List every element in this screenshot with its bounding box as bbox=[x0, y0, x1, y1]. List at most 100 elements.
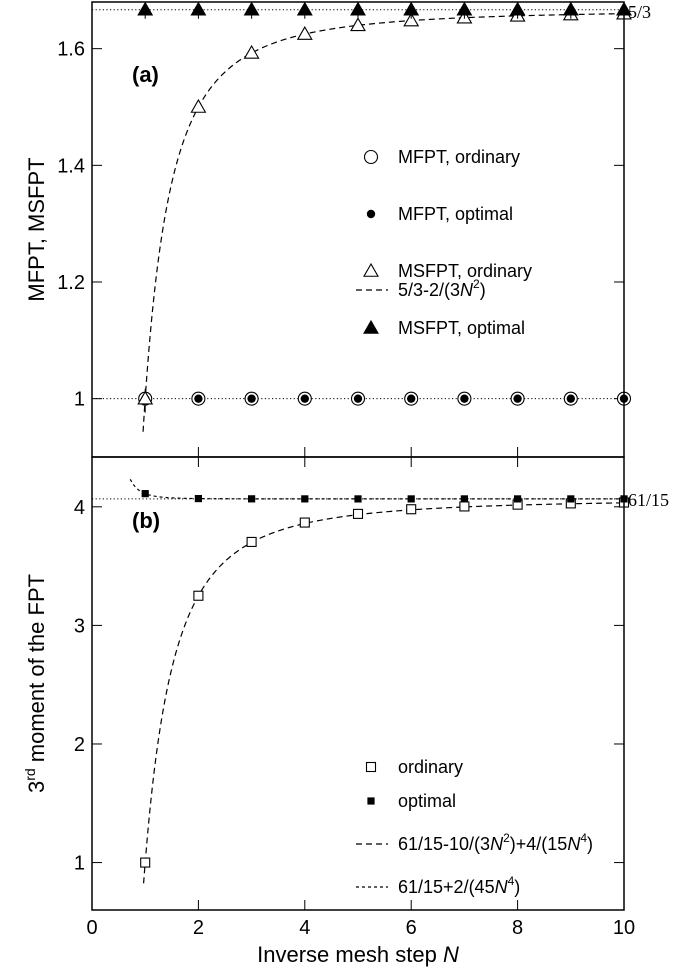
panel-b-point-filled-square bbox=[354, 495, 362, 503]
x-label-variable: N bbox=[443, 942, 459, 967]
panel-a-point-filled-triangle bbox=[403, 1, 420, 16]
panel-a-label: (a) bbox=[132, 62, 159, 87]
y-label-superscript: rd bbox=[22, 768, 38, 780]
panel-a-point-filled-triangle bbox=[350, 1, 366, 16]
legend-b-c2-tail: ) bbox=[514, 877, 520, 897]
panel-a-point-filled-triangle bbox=[296, 1, 313, 16]
panel-b: 1 2 3 4 0 2 4 6 8 10 61/15 (b) 3rd moment of the FPT… bbox=[22, 457, 669, 967]
panel-a-point-open-triangle bbox=[403, 12, 420, 27]
panel-b-point-open-square bbox=[459, 501, 470, 512]
panel-a-ytick-label: 1.6 bbox=[57, 39, 85, 61]
legend-b-c2-sup: 4 bbox=[508, 874, 515, 888]
panel-a-point-filled-circle bbox=[300, 394, 309, 403]
legend-b-c1-mid: )+4/(15 bbox=[510, 834, 568, 854]
legend-a-open-triangle-symbol bbox=[363, 262, 379, 277]
x-tick-label: 6 bbox=[406, 917, 417, 939]
x-tick-label: 8 bbox=[512, 917, 523, 939]
legend-a-curve-tail: ) bbox=[480, 280, 486, 300]
panel-a-point-filled-circle bbox=[513, 394, 522, 403]
legend-b-filled-square-symbol bbox=[367, 797, 375, 805]
legend-a-open-circle-symbol bbox=[363, 149, 379, 165]
panel-b-ytick-label: 1 bbox=[74, 853, 85, 875]
legend-a-curve-text: 5/3-2/(3N2) bbox=[398, 277, 486, 300]
panel-a-point-filled-circle bbox=[566, 394, 575, 403]
panel-a-ytick-label: 1.2 bbox=[57, 272, 85, 294]
panel-b-point-open-square bbox=[406, 504, 417, 515]
legend-a-curve-sup: 2 bbox=[473, 277, 480, 291]
y-label-number: 3 bbox=[24, 781, 49, 793]
legend-a-filled-triangle-text: MSFPT, optimal bbox=[398, 318, 525, 338]
panel-b-point-filled-square bbox=[141, 490, 149, 498]
panel-b-point-filled-square bbox=[301, 495, 309, 503]
panel-b-point-open-square bbox=[246, 536, 257, 547]
panel-a-reference-label: 5/3 bbox=[628, 2, 651, 22]
panel-a-point-filled-triangle bbox=[562, 1, 579, 16]
legend-a-filled-circle-text: MFPT, optimal bbox=[398, 204, 513, 224]
panel-b-point-filled-square bbox=[407, 495, 415, 503]
panel-b-ytick-label: 2 bbox=[74, 734, 85, 756]
legend-b-c1-var2: N bbox=[567, 834, 581, 854]
legend-b-curve-ordinary-text: 61/15-10/(3N2)+4/(15N4) bbox=[398, 831, 593, 854]
panel-a-point-open-triangle bbox=[137, 390, 154, 405]
legend-b-c1-sup2: 4 bbox=[580, 831, 587, 845]
x-label-text: Inverse mesh step bbox=[257, 942, 443, 967]
legend-a-curve-var: N bbox=[460, 280, 474, 300]
legend-b-c2-main: 61/15+2/(45 bbox=[398, 877, 495, 897]
legend-a-curve-main: 5/3-2/(3 bbox=[398, 280, 460, 300]
panel-a-point-open-triangle bbox=[243, 44, 260, 59]
panel-b-fit-curve-optimal bbox=[129, 479, 624, 500]
legend-a-open-triangle-text: MSFPT, ordinary bbox=[398, 261, 532, 281]
panel-b-ytick-label: 3 bbox=[74, 615, 85, 637]
legend-b-filled-square-text: optimal bbox=[398, 791, 456, 811]
panel-b-point-filled-square bbox=[194, 494, 202, 503]
x-axis-label: Inverse mesh step N bbox=[257, 942, 459, 967]
panel-a-ytick-label: 1.4 bbox=[57, 155, 85, 177]
panel-b-frame bbox=[91, 456, 625, 911]
panel-a-point-filled-circle bbox=[407, 394, 416, 403]
legend-b-c2-var: N bbox=[495, 877, 509, 897]
panel-a-point-filled-triangle bbox=[456, 1, 473, 16]
legend-a-filled-triangle-symbol bbox=[363, 319, 379, 334]
panel-a-y-axis-label: MFPT, MSFPT bbox=[24, 157, 49, 301]
legend-b-curve-optimal-text: 61/15+2/(45N4) bbox=[398, 874, 520, 897]
panel-b-point-filled-square bbox=[514, 495, 522, 503]
panel-a-point-filled-triangle bbox=[190, 1, 207, 16]
legend-a-filled-circle-symbol bbox=[366, 209, 376, 219]
panel-b-point-filled-square bbox=[248, 495, 256, 503]
x-tick-label: 4 bbox=[299, 917, 310, 939]
panel-a-frame bbox=[91, 1, 625, 458]
panel-b-fit-curve-ordinary bbox=[143, 502, 625, 884]
panel-b-point-filled-square bbox=[460, 495, 468, 503]
panel-b-point-filled-square bbox=[567, 495, 575, 503]
legend-b-c1-main: 61/15-10/(3 bbox=[398, 834, 490, 854]
panel-a-point-filled-circle bbox=[247, 394, 256, 403]
panel-a-point-filled-circle bbox=[460, 394, 469, 403]
legend-b-open-square-symbol bbox=[365, 761, 377, 773]
panel-b-label: (b) bbox=[132, 508, 160, 533]
legend-b-c1-var: N bbox=[490, 834, 504, 854]
panel-a-ytick-label: 1 bbox=[74, 389, 85, 411]
panel-a-fit-curve bbox=[142, 13, 625, 432]
panel-b-point-open-square bbox=[299, 517, 310, 528]
panel-a-point-open-triangle bbox=[190, 98, 207, 113]
legend-a-open-circle-text: MFPT, ordinary bbox=[398, 147, 520, 167]
panel-a-point-open-triangle bbox=[350, 17, 366, 32]
x-tick-label: 2 bbox=[193, 917, 204, 939]
x-tick-label: 0 bbox=[86, 917, 97, 939]
panel-a-point-filled-circle bbox=[194, 394, 203, 403]
x-tick-label: 10 bbox=[613, 917, 635, 939]
panel-a-point-filled-triangle bbox=[137, 1, 154, 16]
panel-b-point-open-square bbox=[352, 508, 364, 519]
panel-b-point-open-square bbox=[193, 590, 204, 601]
panel-b-point-open-square bbox=[140, 857, 151, 868]
panel-a-point-filled-triangle bbox=[243, 1, 260, 16]
figure-frame bbox=[91, 1, 625, 911]
panel-b-reference-label: 61/15 bbox=[628, 490, 669, 510]
panel-a-point-open-triangle bbox=[296, 25, 313, 40]
legend-b-c1-sup: 2 bbox=[503, 831, 510, 845]
legend-b-c1-tail: ) bbox=[587, 834, 593, 854]
panel-b-y-axis-label: 3rd moment of the FPT bbox=[22, 574, 49, 793]
panel-b-ytick-label: 4 bbox=[74, 497, 85, 519]
